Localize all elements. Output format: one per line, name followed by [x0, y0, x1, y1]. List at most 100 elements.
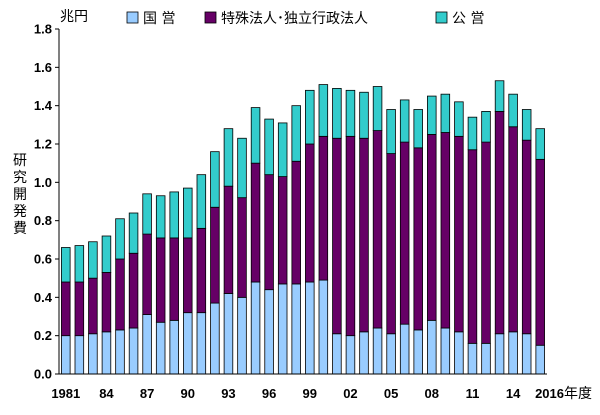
bar-segment-2: [440, 132, 451, 329]
bar-segment-1: [399, 323, 410, 375]
bar-segment-3: [413, 109, 423, 149]
bar-segment-2: [88, 277, 98, 335]
bar-segment-1: [535, 344, 545, 375]
bar-series-group: [61, 80, 545, 375]
x-tick-label: 05: [384, 386, 398, 401]
bar-segment-2: [128, 252, 139, 329]
bar-segment-3: [61, 247, 71, 283]
bar-segment-1: [169, 319, 179, 375]
bar-segment-2: [413, 147, 423, 331]
y-tick-label: 1.8: [34, 22, 52, 37]
bar-segment-2: [305, 143, 315, 283]
bar-segment-2: [210, 206, 220, 304]
bar-segment-1: [250, 281, 261, 375]
bar-segment-1: [61, 335, 71, 375]
bar-segment-1: [508, 331, 518, 375]
bar-segment-1: [223, 293, 234, 375]
y-unit-label: 兆円: [60, 9, 88, 25]
bar-segment-1: [291, 283, 301, 375]
bar-segment-1: [454, 331, 464, 375]
bar-segment-2: [467, 149, 478, 344]
x-tick-label: 96: [262, 386, 276, 401]
bar-segment-1: [142, 314, 152, 375]
bar-segment-1: [521, 333, 532, 375]
y-tick-label: 1.2: [34, 137, 52, 152]
bar-segment-2: [250, 162, 261, 283]
x-tick-label: 02: [343, 386, 357, 401]
bar-segment-3: [535, 128, 545, 160]
bar-segment-2: [115, 258, 125, 331]
bar-segment-1: [440, 327, 451, 375]
bar-segment-3: [305, 89, 315, 145]
bar-segment-3: [210, 151, 220, 208]
bar-segment-3: [427, 95, 437, 135]
bar-segment-1: [196, 312, 207, 375]
bar-segment-2: [237, 197, 247, 298]
legend: 国 営 特殊法人･独立行政法人 公 営: [126, 11, 484, 27]
bar-segment-1: [264, 289, 274, 375]
bar-segment-1: [345, 335, 356, 375]
legend-swatch-1: [126, 11, 139, 24]
y-tick-label: 0.2: [34, 328, 52, 343]
bar-segment-2: [318, 135, 329, 281]
bar-segment-1: [101, 331, 112, 375]
bar-segment-1: [318, 279, 329, 375]
bar-segment-2: [142, 233, 152, 315]
bar-segment-3: [155, 195, 166, 239]
y-tick-label: 1.4: [34, 98, 53, 113]
bar-segment-3: [494, 80, 505, 112]
x-tick-label: 08: [425, 386, 439, 401]
bar-segment-3: [277, 122, 288, 177]
bar-segment-1: [88, 333, 98, 375]
y-tick-labels: 0.0 0.2 0.4 0.6 0.8 1.0 1.2 1.4 1.6 1.8: [34, 22, 59, 382]
bar-segment-3: [237, 137, 247, 199]
bar-segment-3: [250, 107, 261, 164]
bar-segment-3: [264, 118, 274, 176]
bar-segment-1: [494, 333, 505, 375]
y-tick-label: 1.0: [34, 175, 52, 190]
bar-segment-3: [454, 101, 464, 137]
bar-segment-3: [345, 89, 356, 137]
bar-segment-3: [74, 245, 85, 283]
legend-label-2: 特殊法人･独立行政法人: [221, 11, 368, 27]
y-axis-label: 研究開発費: [13, 153, 27, 237]
x-tick-label: 93: [221, 386, 235, 401]
bar-segment-1: [128, 327, 139, 375]
bar-segment-3: [318, 84, 329, 137]
bar-segment-3: [115, 218, 125, 260]
y-tick-label: 0.4: [34, 290, 53, 305]
bar-segment-3: [101, 235, 112, 273]
bar-segment-2: [535, 158, 545, 346]
bar-segment-3: [291, 105, 301, 162]
y-tick-label: 1.6: [34, 60, 52, 75]
bar-segment-1: [183, 312, 193, 375]
x-tick-label: 99: [303, 386, 317, 401]
bar-segment-2: [196, 227, 207, 314]
bar-segment-1: [237, 296, 247, 375]
bar-segment-1: [115, 329, 125, 375]
x-tick-label: 11: [466, 386, 480, 401]
bar-segment-3: [359, 91, 369, 139]
y-tick-label: 0.6: [34, 252, 52, 267]
bar-segment-2: [155, 237, 166, 323]
bar-segment-2: [454, 135, 464, 333]
bar-segment-3: [521, 109, 532, 141]
bar-segment-2: [372, 130, 383, 329]
bar-segment-2: [494, 111, 505, 335]
x-axis-suffix: 年度: [564, 386, 592, 402]
bar-segment-1: [467, 342, 478, 375]
bar-segment-1: [210, 302, 220, 375]
bar-segment-2: [332, 137, 342, 335]
bar-segment-2: [277, 176, 288, 285]
bar-segment-1: [427, 319, 437, 375]
bar-segment-1: [413, 329, 423, 375]
bar-segment-3: [399, 99, 410, 143]
bar-segment-2: [223, 185, 234, 294]
bar-segment-2: [508, 126, 518, 333]
x-tick-label: 90: [181, 386, 195, 401]
legend-swatch-2: [204, 11, 217, 24]
bar-segment-3: [386, 109, 396, 154]
bar-segment-1: [332, 333, 342, 375]
legend-label-3: 公 営: [452, 11, 484, 27]
